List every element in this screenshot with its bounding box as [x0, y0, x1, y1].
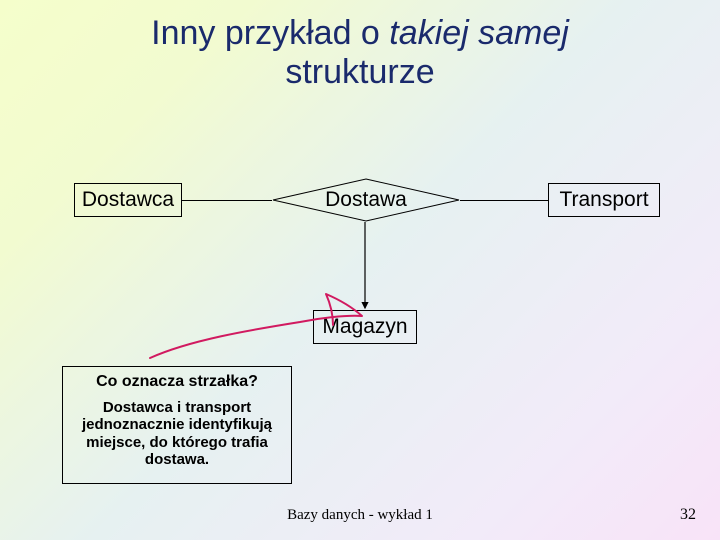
entity-transport: Transport [548, 183, 660, 217]
note-box: Co oznacza strzałka? Dostawca i transpor… [62, 366, 292, 484]
entity-dostawca-label: Dostawca [82, 188, 174, 212]
entity-transport-label: Transport [559, 188, 648, 212]
title-part2: takiej samej [389, 14, 569, 52]
entity-dostawca: Dostawca [74, 183, 182, 217]
footer-text: Bazy danych - wykład 1 [0, 507, 720, 524]
entity-magazyn-label: Magazyn [322, 315, 407, 339]
entity-magazyn: Magazyn [313, 310, 417, 344]
slide: Inny przykład o takiej samej strukturze … [0, 0, 720, 540]
connector-left [182, 200, 272, 201]
connector-right [460, 200, 548, 201]
title-part1: Inny przykład o [151, 14, 389, 52]
note-answer: Dostawca i transport jednoznacznie ident… [71, 399, 283, 468]
slide-title: Inny przykład o takiej samej strukturze [0, 14, 720, 92]
page-number: 32 [680, 506, 696, 524]
relationship-dostawa: Dostawa [272, 178, 460, 222]
relationship-dostawa-label: Dostawa [272, 178, 460, 222]
note-question: Co oznacza strzałka? [71, 373, 283, 391]
title-line2: strukturze [285, 53, 434, 91]
